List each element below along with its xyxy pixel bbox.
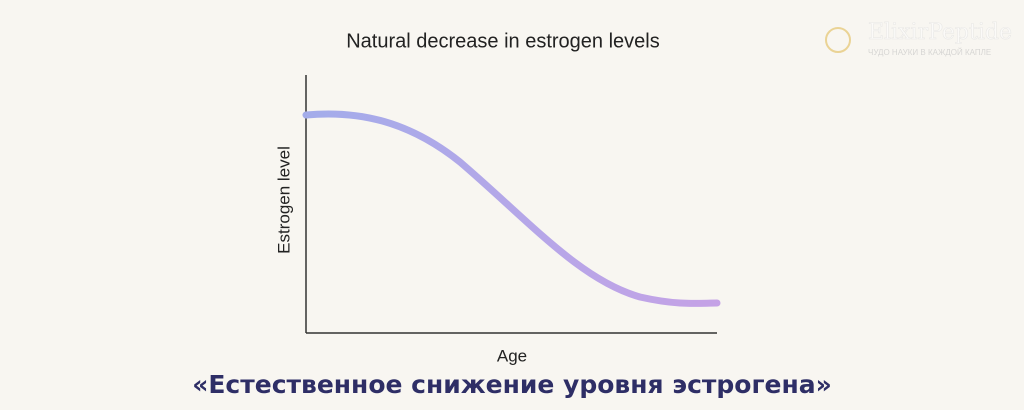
brand: ElixirPeptide (868, 20, 1012, 45)
y-axis-label: Estrogen level (274, 146, 293, 254)
chart-title: Natural decrease in estrogen levels (346, 30, 660, 52)
x-axis-label: Age (497, 346, 527, 365)
logo: ElixirPeptide ЧУДО НАУКИ В КАЖДОЙ КАПЛЕ (825, 20, 1012, 57)
trend-curve (302, 110, 721, 307)
logo-icon (825, 27, 851, 53)
tagline: ЧУДО НАУКИ В КАЖДОЙ КАПЛЕ (868, 48, 991, 57)
caption: «Естественное снижение уровня эстрогена» (192, 370, 832, 399)
